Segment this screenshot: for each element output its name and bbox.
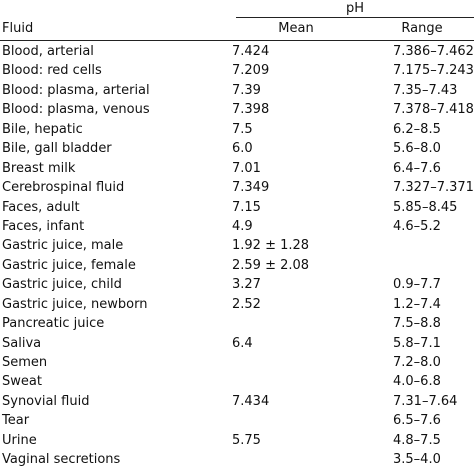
range-cell: 7.175–7.243 — [393, 63, 474, 79]
table-row: Synovial fluid 7.434 7.31–7.64 — [0, 392, 474, 411]
table-column-header: Fluid Mean Range — [0, 18, 474, 39]
mean-cell: 7.434 — [232, 393, 270, 409]
table-row: Pancreatic juice 7.5–8.8 — [0, 314, 474, 333]
fluid-cell: Blood: plasma, venous — [2, 102, 150, 118]
table-row: Blood: red cells 7.209 7.175–7.243 — [0, 61, 474, 80]
table-group-header: pH — [0, 0, 474, 18]
fluid-cell: Bile, gall bladder — [2, 141, 112, 157]
fluid-cell: Tear — [2, 413, 30, 429]
mean-cell: 5.75 — [232, 432, 261, 448]
range-cell: 7.2–8.0 — [393, 355, 441, 370]
range-cell: 6.5–7.6 — [393, 413, 441, 429]
table-row: Faces, infant 4.9 4.6–5.2 — [0, 217, 474, 236]
fluid-cell: Faces, infant — [2, 218, 85, 234]
table-row: Cerebrospinal fluid 7.349 7.327–7.371 — [0, 178, 474, 197]
table-row: Blood: plasma, arterial 7.39 7.35–7.43 — [0, 81, 474, 100]
fluid-cell: Gastric juice, male — [2, 238, 124, 254]
header-divider — [0, 40, 474, 41]
mean-cell: 1.92 ± 1.28 — [232, 238, 310, 254]
range-cell: 4.6–5.2 — [393, 218, 441, 234]
table-row: Gastric juice, child 3.27 0.9–7.7 — [0, 275, 474, 294]
range-cell: 7.5–8.8 — [393, 316, 441, 332]
range-cell: 0.9–7.7 — [393, 277, 441, 293]
fluid-cell: Blood, arterial — [2, 44, 94, 59]
table-row: Blood: plasma, venous 7.398 7.378–7.418 — [0, 100, 474, 119]
range-cell: 4.0–6.8 — [393, 374, 441, 390]
fluid-cell: Cerebrospinal fluid — [2, 180, 125, 196]
mean-cell: 7.01 — [232, 160, 261, 176]
ph-group-label: pH — [345, 1, 365, 16]
fluid-cell: Faces, adult — [2, 199, 80, 215]
fluid-cell: Pancreatic juice — [2, 316, 105, 332]
table-row: Gastric juice, male 1.92 ± 1.28 — [0, 236, 474, 255]
table-row: Vaginal secretions 3.5–4.0 — [0, 450, 474, 469]
range-cell: 7.378–7.418 — [393, 102, 474, 118]
range-cell: 7.35–7.43 — [393, 82, 458, 98]
table-row: Saliva 6.4 5.8–7.1 — [0, 334, 474, 353]
mean-cell: 6.4 — [232, 335, 253, 351]
range-cell: 5.6–8.0 — [393, 141, 441, 157]
mean-cell: 7.15 — [232, 199, 261, 215]
range-cell: 5.85–8.45 — [393, 199, 458, 215]
range-cell: 6.2–8.5 — [393, 121, 441, 137]
mean-cell: 7.349 — [232, 180, 270, 196]
fluid-cell: Gastric juice, child — [2, 277, 122, 293]
mean-cell: 6.0 — [232, 141, 253, 157]
range-cell: 7.327–7.371 — [393, 180, 474, 196]
table-row: Urine 5.75 4.8–7.5 — [0, 431, 474, 450]
mean-cell: 4.9 — [232, 218, 253, 234]
range-cell: 7.31–7.64 — [393, 393, 458, 409]
table-row: Breast milk 7.01 6.4–7.6 — [0, 159, 474, 178]
range-cell: 6.4–7.6 — [393, 160, 441, 176]
table-row: Bile, hepatic 7.5 6.2–8.5 — [0, 120, 474, 139]
range-cell: 5.8–7.1 — [393, 335, 441, 351]
mean-cell: 2.52 — [232, 296, 261, 312]
fluid-cell: Vaginal secretions — [2, 452, 121, 468]
range-cell: 4.8–7.5 — [393, 432, 441, 448]
fluid-cell: Blood: red cells — [2, 63, 102, 79]
group-divider — [236, 17, 474, 18]
range-cell: 7.386–7.462 — [393, 44, 474, 59]
mean-cell: 7.5 — [232, 121, 253, 137]
fluid-cell: Semen — [2, 355, 48, 370]
range-column-header: Range — [401, 21, 443, 36]
mean-cell: 3.27 — [232, 277, 261, 293]
mean-cell: 7.39 — [232, 82, 261, 98]
table-row: Faces, adult 7.15 5.85–8.45 — [0, 198, 474, 217]
mean-cell: 7.398 — [232, 102, 270, 118]
fluid-column-header: Fluid — [2, 21, 34, 36]
fluid-cell: Sweat — [2, 374, 42, 390]
fluid-cell: Saliva — [2, 335, 42, 351]
fluid-cell: Gastric juice, newborn — [2, 296, 148, 312]
table-body: Blood, arterial 7.424 7.386–7.462 Blood: re… — [0, 42, 474, 470]
fluid-cell: Blood: plasma, arterial — [2, 82, 150, 98]
fluid-cell: Breast milk — [2, 160, 76, 176]
mean-column-header: Mean — [278, 21, 314, 36]
table-row: Tear 6.5–7.6 — [0, 411, 474, 430]
range-cell: 1.2–7.4 — [393, 296, 441, 312]
fluid-cell: Synovial fluid — [2, 393, 90, 409]
table-row: Gastric juice, newborn 2.52 1.2–7.4 — [0, 295, 474, 314]
table-row: Semen 7.2–8.0 — [0, 353, 474, 372]
mean-cell: 2.59 ± 2.08 — [232, 257, 310, 273]
table-row: Sweat 4.0–6.8 — [0, 372, 474, 391]
fluid-cell: Bile, hepatic — [2, 121, 83, 137]
table-row: Blood, arterial 7.424 7.386–7.462 — [0, 42, 474, 61]
fluid-cell: Gastric juice, female — [2, 257, 136, 273]
range-cell: 3.5–4.0 — [393, 452, 441, 468]
mean-cell: 7.209 — [232, 63, 270, 79]
table-row: Gastric juice, female 2.59 ± 2.08 — [0, 256, 474, 275]
table-row: Bile, gall bladder 6.0 5.6–8.0 — [0, 139, 474, 158]
fluid-cell: Urine — [2, 432, 37, 448]
mean-cell: 7.424 — [232, 44, 270, 59]
